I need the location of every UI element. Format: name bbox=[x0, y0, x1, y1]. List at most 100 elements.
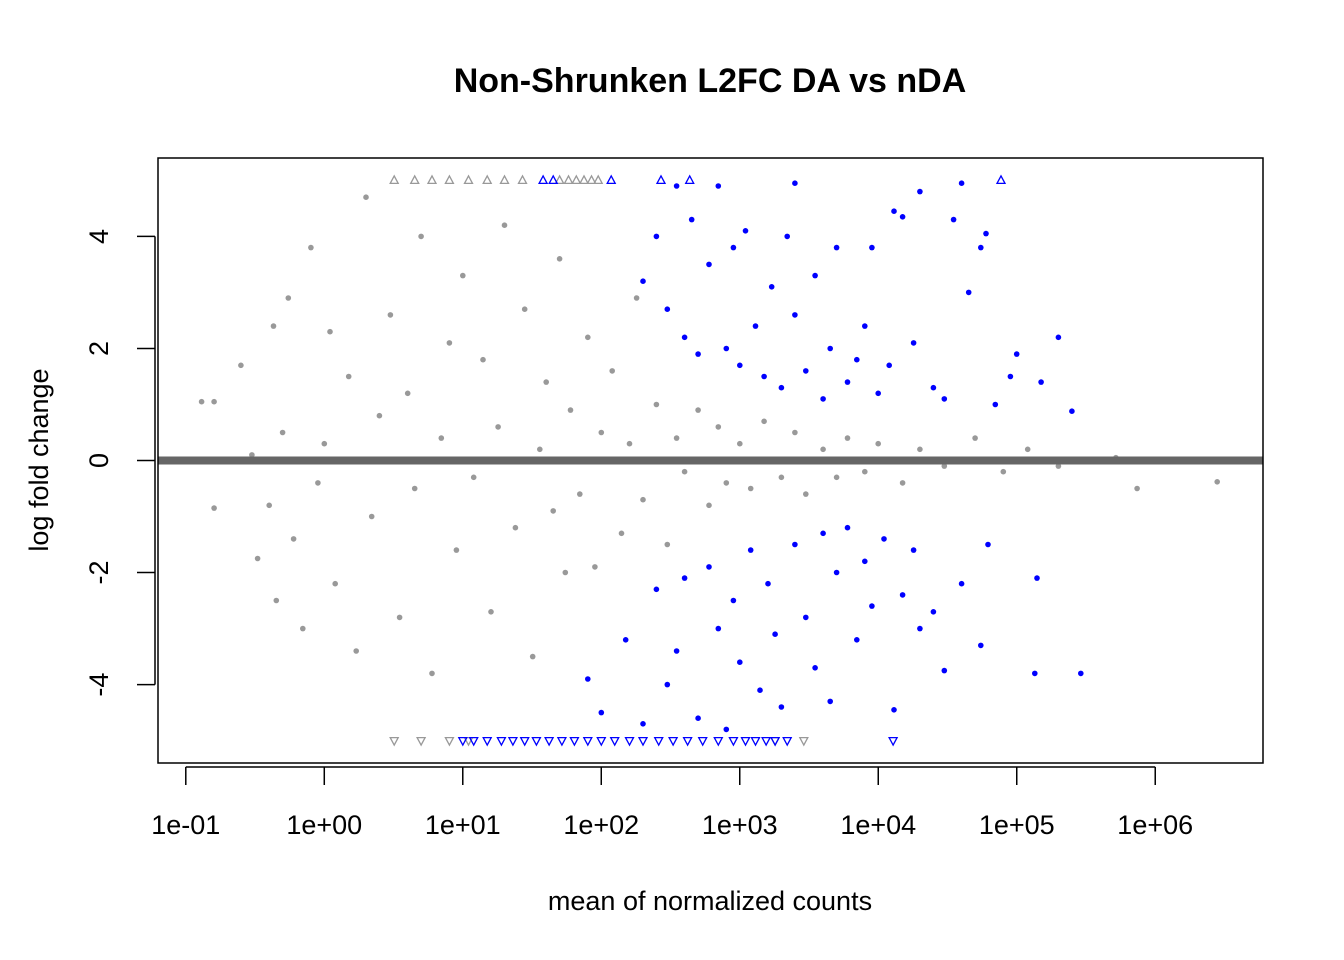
data-point bbox=[1055, 334, 1062, 341]
data-point bbox=[869, 244, 875, 251]
clipped-marker bbox=[637, 736, 649, 747]
data-point bbox=[941, 667, 948, 674]
data-point bbox=[827, 698, 833, 705]
clipped-marker bbox=[571, 174, 582, 185]
data-point bbox=[930, 609, 937, 615]
data-point bbox=[875, 390, 881, 397]
data-point bbox=[664, 306, 671, 313]
data-point bbox=[803, 491, 809, 497]
data-point bbox=[778, 384, 785, 391]
clipped-marker bbox=[531, 736, 542, 747]
data-point bbox=[480, 356, 486, 363]
x-tick-label: 1e-01 bbox=[151, 810, 220, 840]
data-point bbox=[985, 541, 991, 548]
data-point bbox=[803, 614, 809, 621]
data-point bbox=[910, 547, 917, 553]
clipped-marker bbox=[468, 736, 479, 747]
x-axis-label: mean of normalized counts bbox=[548, 886, 872, 916]
x-tick-label: 1e+02 bbox=[563, 810, 639, 840]
data-point bbox=[653, 233, 660, 240]
data-point bbox=[723, 480, 730, 486]
data-point bbox=[917, 625, 923, 632]
data-point bbox=[673, 648, 680, 654]
data-point bbox=[747, 485, 754, 492]
data-point bbox=[862, 558, 868, 565]
data-point bbox=[881, 536, 887, 542]
clipped-marker bbox=[578, 174, 590, 185]
data-point bbox=[820, 396, 826, 402]
clipped-marker bbox=[586, 174, 597, 185]
data-point bbox=[742, 228, 749, 234]
clipped-marker bbox=[582, 736, 593, 747]
data-point bbox=[891, 208, 897, 214]
data-point bbox=[737, 362, 743, 369]
data-point bbox=[618, 530, 625, 537]
data-point bbox=[715, 625, 722, 632]
data-point bbox=[592, 564, 598, 570]
clipped-marker bbox=[538, 174, 549, 185]
data-point bbox=[411, 485, 418, 492]
clipped-marker bbox=[713, 736, 724, 747]
clipped-marker bbox=[563, 174, 574, 185]
data-point bbox=[1038, 379, 1044, 385]
clipped-marker bbox=[782, 736, 793, 747]
data-point bbox=[899, 214, 906, 220]
clipped-marker bbox=[761, 736, 772, 747]
x-tick-label: 1e+03 bbox=[702, 810, 778, 840]
data-point bbox=[706, 261, 712, 268]
data-point bbox=[827, 345, 833, 352]
data-point bbox=[543, 379, 549, 385]
data-point bbox=[784, 233, 790, 240]
data-point bbox=[345, 373, 352, 380]
clipped-marker bbox=[556, 736, 567, 747]
clipped-marker bbox=[463, 174, 474, 185]
data-point bbox=[1013, 351, 1020, 357]
clipped-marker bbox=[409, 174, 420, 185]
data-point bbox=[198, 398, 205, 405]
data-point bbox=[353, 648, 360, 654]
clipped-marker bbox=[668, 736, 679, 747]
data-point bbox=[332, 580, 339, 587]
data-point bbox=[899, 592, 906, 598]
clipped-marker bbox=[569, 736, 580, 747]
data-point bbox=[446, 340, 453, 346]
data-point bbox=[747, 547, 754, 553]
data-point bbox=[640, 278, 646, 285]
data-point bbox=[664, 681, 671, 688]
clipped-marker bbox=[416, 736, 427, 747]
data-point bbox=[681, 575, 688, 581]
data-point bbox=[992, 401, 999, 408]
data-point bbox=[965, 289, 972, 296]
data-point bbox=[1069, 408, 1075, 415]
data-point bbox=[1055, 463, 1062, 469]
data-point bbox=[917, 188, 923, 195]
y-tick-label: -2 bbox=[84, 561, 114, 585]
clipped-marker bbox=[444, 736, 455, 747]
data-point bbox=[501, 222, 508, 228]
data-point bbox=[368, 513, 375, 520]
data-point bbox=[279, 429, 286, 436]
data-point bbox=[833, 569, 840, 576]
data-point bbox=[899, 480, 906, 486]
y-axis: -4 -2 0 2 4 bbox=[84, 229, 156, 697]
data-point bbox=[453, 547, 460, 553]
clipped-marker bbox=[750, 736, 761, 747]
data-point bbox=[695, 351, 701, 357]
clipped-marker bbox=[798, 736, 809, 747]
data-point bbox=[363, 194, 369, 200]
data-point bbox=[562, 569, 569, 576]
data-point bbox=[512, 524, 519, 531]
data-point bbox=[418, 233, 424, 240]
data-point bbox=[211, 398, 217, 405]
clipped-marker bbox=[593, 174, 604, 185]
data-point bbox=[460, 272, 466, 279]
data-point bbox=[681, 334, 688, 341]
clipped-marker bbox=[770, 736, 781, 747]
data-point bbox=[803, 368, 809, 374]
data-point bbox=[270, 323, 277, 329]
data-point bbox=[470, 474, 477, 481]
data-point bbox=[688, 216, 695, 223]
data-point bbox=[1078, 670, 1084, 677]
data-point bbox=[761, 373, 767, 380]
data-point bbox=[529, 653, 536, 660]
